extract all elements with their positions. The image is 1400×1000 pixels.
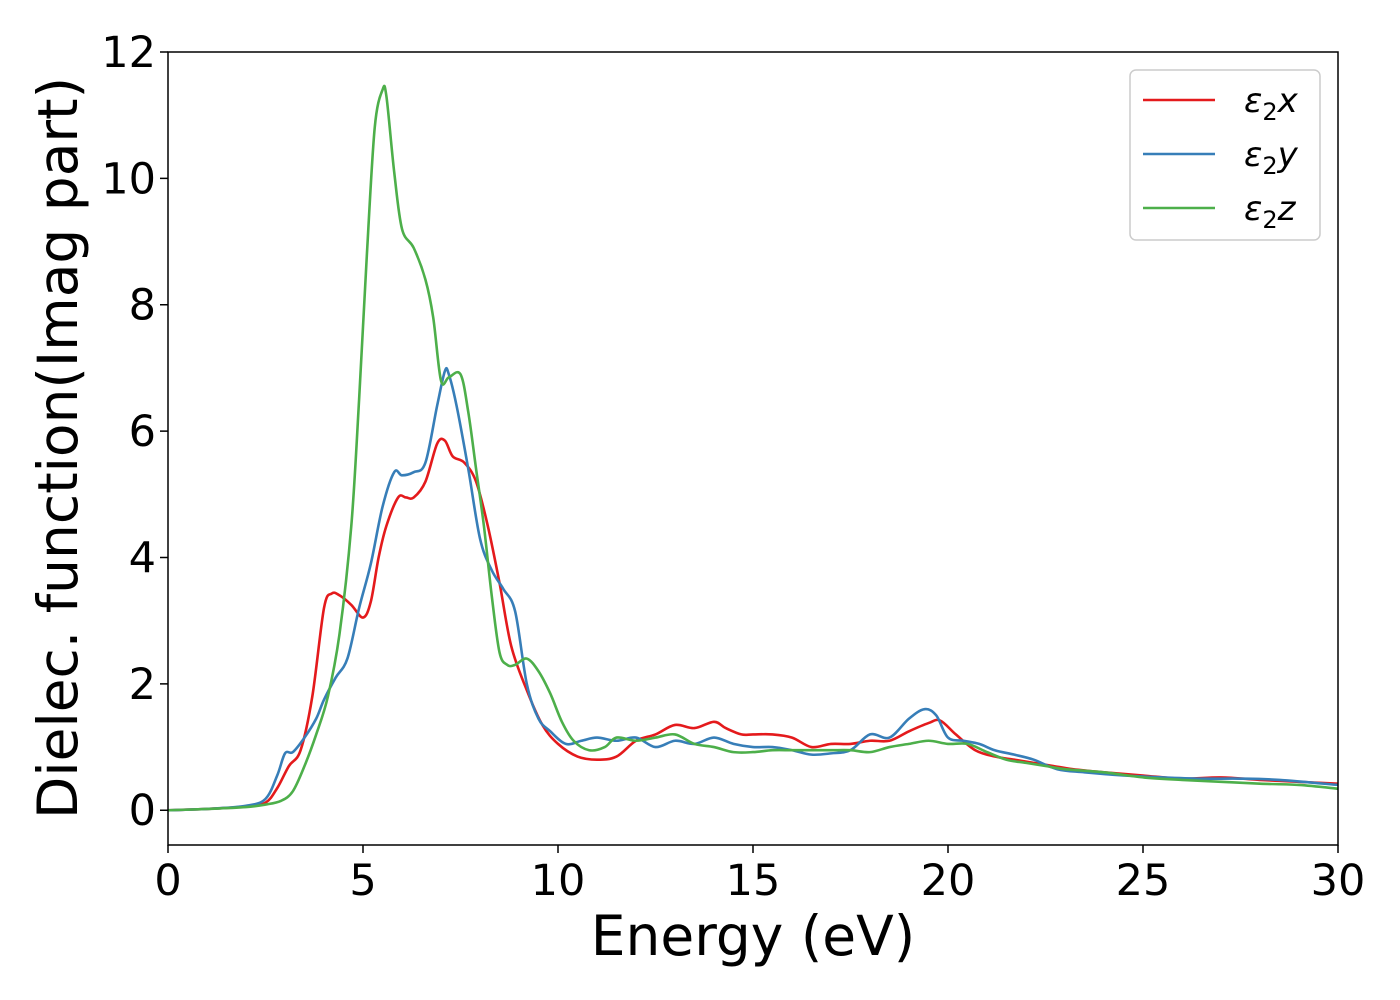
x-ticks: 0 5 10 15 20 25 30 xyxy=(154,845,1365,906)
y-tick-label: 0 xyxy=(129,786,156,836)
y-ticks: 0 2 4 6 8 10 12 xyxy=(101,28,168,836)
series-line-z xyxy=(167,84,1339,812)
y-tick-label: 6 xyxy=(129,407,156,457)
x-axis-title: Energy (eV) xyxy=(591,904,915,968)
x-tick-label: 25 xyxy=(1116,856,1171,906)
y-tick-label: 8 xyxy=(129,281,156,331)
x-tick-label: 20 xyxy=(921,856,976,906)
y-tick-label: 10 xyxy=(101,154,156,204)
series-layer xyxy=(167,84,1339,812)
y-tick-label: 2 xyxy=(129,660,156,710)
y-tick-label: 4 xyxy=(129,533,156,583)
x-tick-label: 0 xyxy=(154,856,181,906)
x-tick-label: 30 xyxy=(1311,856,1366,906)
y-axis-title: Dielec. function(Imag part) xyxy=(26,77,90,819)
x-tick-label: 5 xyxy=(349,856,376,906)
x-tick-label: 10 xyxy=(531,856,586,906)
legend-label: ε2x xyxy=(1244,81,1299,126)
legend-box xyxy=(1129,69,1321,241)
legend-label: ε2y xyxy=(1244,135,1299,180)
series-line-x xyxy=(167,437,1339,812)
legend: ε2x ε2y ε2z xyxy=(1129,69,1321,241)
y-tick-label: 12 xyxy=(101,28,156,78)
legend-label: ε2z xyxy=(1244,189,1297,234)
legend-items: ε2x ε2y ε2z xyxy=(1143,81,1299,234)
x-tick-label: 15 xyxy=(726,856,781,906)
series-line-y xyxy=(167,366,1339,812)
